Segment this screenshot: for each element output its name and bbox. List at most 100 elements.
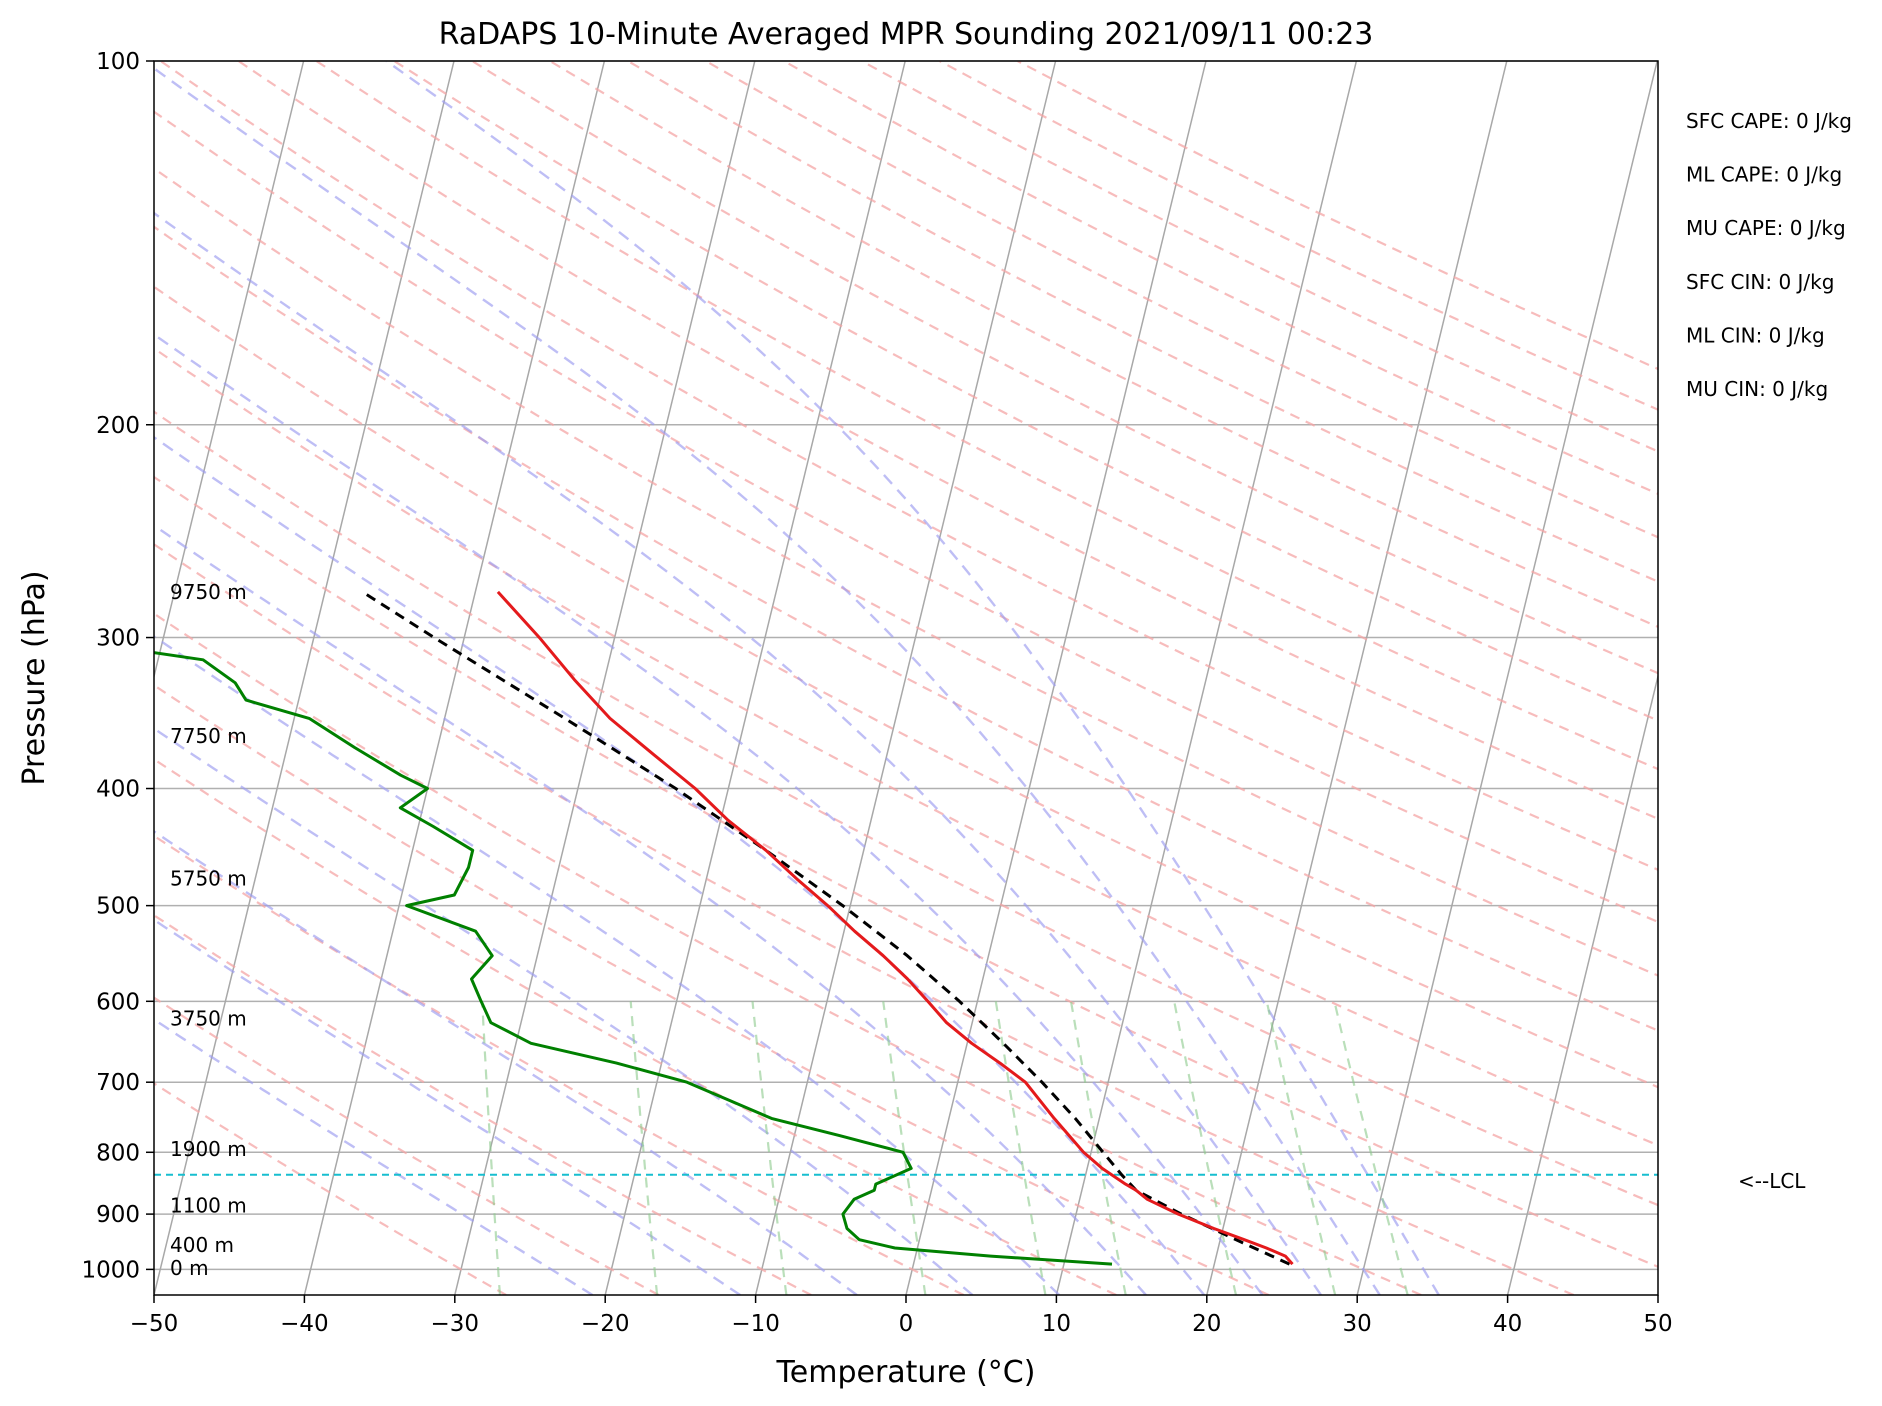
isotherm-line (1055, 61, 1358, 1295)
x-tick-label: −40 (280, 1311, 329, 1337)
stat-line: SFC CAPE: 0 J/kg (1686, 109, 1852, 133)
y-tick-label: 1000 (81, 1257, 140, 1283)
stat-line: SFC CIN: 0 J/kg (1686, 270, 1834, 294)
isotherm-line (604, 61, 906, 1295)
dry-adiabat-line (154, 1082, 507, 1295)
height-label: 9750 m (170, 580, 247, 604)
isotherm-line (754, 61, 1057, 1295)
dry-adiabat-line (939, 61, 1658, 411)
dry-adiabat-line (154, 167, 1658, 977)
y-tick-label: 600 (96, 989, 140, 1015)
dry-adiabat-line (705, 61, 1658, 539)
height-label: 7750 m (170, 724, 247, 748)
mixing-ratio-line (1173, 1001, 1238, 1295)
isotherm-line (1356, 61, 1658, 1295)
moist-adiabat-line (154, 211, 1322, 1295)
lcl-layer: <--LCL (154, 1169, 1806, 1193)
dry-adiabat-line (627, 61, 1658, 583)
x-tick-label: 0 (899, 1311, 914, 1337)
grid-layer (154, 60, 1658, 1271)
dry-adiabat-line (154, 475, 1658, 1268)
x-tick-label: −30 (431, 1311, 480, 1337)
dry-adiabat-line (783, 61, 1658, 496)
moist-adiabat-line (154, 830, 858, 1295)
mixing-ratio-line (1333, 1001, 1409, 1295)
isotherm-line (154, 61, 455, 1295)
moist-adiabat-line (154, 635, 1061, 1295)
dry-adiabat-line (154, 225, 1658, 1032)
mixing-ratio-line (629, 1001, 659, 1295)
axis-layer: −50 −40 −30 −20 −10 0 10 20 30 40 50 100 200 300 400 50… (81, 49, 1672, 1337)
y-tick-label: 400 (96, 777, 140, 803)
mixing-ratio-line (751, 1001, 788, 1295)
chart-title: RaDAPS 10-Minute Averaged MPR Sounding 2… (439, 17, 1374, 52)
dewpoint-profile-line (154, 651, 1113, 1266)
moist-adiabat-line (154, 727, 974, 1295)
x-tick-label: 40 (1493, 1311, 1522, 1337)
dry-adiabat-line (1016, 61, 1658, 371)
y-tick-label: 100 (96, 49, 140, 75)
dry-adiabat-line (154, 612, 1422, 1295)
background-lines (0, 61, 1658, 1295)
mixing-ratio-line (1265, 1001, 1337, 1295)
moist-adiabat-line (154, 523, 1147, 1295)
x-tick-label: −20 (581, 1311, 630, 1337)
dry-adiabat-line (154, 542, 1575, 1295)
x-tick-label: 20 (1192, 1311, 1221, 1337)
temperature-profile-line (496, 590, 1294, 1266)
dry-adiabat-line (154, 834, 965, 1295)
moist-adiabat-line (385, 61, 1440, 1295)
height-label: 3750 m (170, 1007, 247, 1031)
stats-panel: SFC CAPE: 0 J/kg ML CAPE: 0 J/kg MU CAPE: … (1686, 109, 1852, 401)
y-tick-label: 300 (96, 626, 140, 652)
stat-line: MU CIN: 0 J/kg (1686, 377, 1828, 401)
lcl-label: <--LCL (1738, 1169, 1806, 1193)
stat-line: ML CAPE: 0 J/kg (1686, 163, 1842, 187)
isotherm-line (1206, 61, 1508, 1295)
stat-line: MU CAPE: 0 J/kg (1686, 216, 1846, 240)
dry-adiabat-line (154, 757, 1117, 1295)
y-tick-label: 200 (96, 413, 140, 439)
dry-adiabat-line (159, 61, 1658, 871)
isotherm-line (303, 61, 606, 1295)
x-tick-label: 50 (1643, 1311, 1672, 1337)
height-label: 0 m (170, 1256, 209, 1280)
dry-adiabat-line (393, 61, 1658, 722)
moist-adiabat-line (154, 918, 741, 1295)
series-layer (154, 590, 1294, 1266)
y-tick-label: 900 (96, 1202, 140, 1228)
dry-adiabat-line (549, 61, 1658, 629)
x-tick-label: 30 (1343, 1311, 1372, 1337)
dry-adiabat-line (154, 683, 1270, 1295)
mixing-ratio-line (882, 1001, 927, 1295)
stat-line: ML CIN: 0 J/kg (1686, 323, 1825, 347)
dry-adiabat-line (471, 61, 1658, 675)
y-tick-label: 500 (96, 894, 140, 920)
y-tick-label: 700 (96, 1070, 140, 1096)
height-label: 1900 m (170, 1137, 247, 1161)
x-tick-label: −10 (731, 1311, 780, 1337)
x-tick-label: −50 (130, 1311, 179, 1337)
height-labels: 9750 m 7750 m 5750 m 3750 m 1900 m 1100 m 400 … (170, 580, 247, 1280)
dry-adiabat-line (315, 61, 1658, 771)
height-label: 1100 m (170, 1193, 247, 1217)
moist-adiabat-line (154, 66, 1381, 1295)
dry-adiabat-line (154, 347, 1658, 1147)
isotherm-line (0, 61, 3, 1295)
isotherm-line (154, 61, 305, 680)
dry-adiabat-line (237, 61, 1658, 820)
isotherm-line (905, 61, 1207, 1295)
moist-adiabat-line (154, 333, 1264, 1295)
dry-adiabat-line (154, 996, 660, 1295)
y-tick-label: 800 (96, 1140, 140, 1166)
x-axis-label: Temperature (°C) (776, 1355, 1036, 1390)
height-label: 400 m (170, 1233, 234, 1257)
isotherm-line (1657, 1291, 1658, 1295)
isotherm-line (454, 61, 756, 1295)
dry-adiabat-line (154, 285, 1658, 1089)
moist-adiabat-line (154, 1018, 594, 1295)
x-tick-label: 10 (1042, 1311, 1071, 1337)
parcel-path-line (361, 590, 1291, 1266)
height-label: 5750 m (170, 867, 247, 891)
